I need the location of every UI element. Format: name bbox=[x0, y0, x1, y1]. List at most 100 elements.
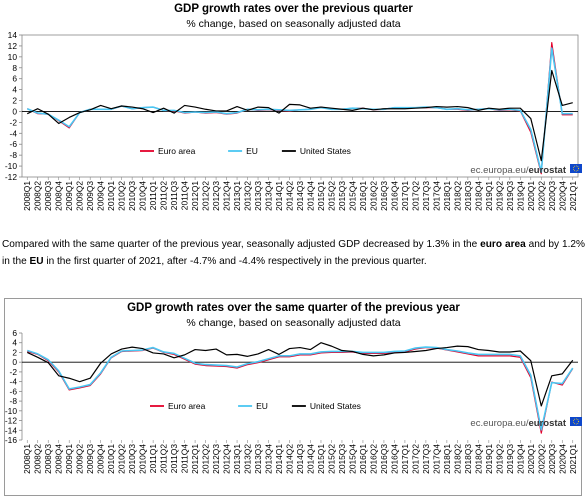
x-tick-label: 2015Q3 bbox=[337, 181, 347, 211]
x-tick-label: 2018Q3 bbox=[463, 181, 473, 211]
x-tick-label: 2009Q1 bbox=[64, 181, 74, 211]
x-tick-label: 2020Q2 bbox=[536, 444, 546, 474]
x-tick-label: 2011Q3 bbox=[169, 444, 179, 474]
x-tick-label: 2013Q4 bbox=[264, 444, 274, 474]
x-tick-label: 2013Q3 bbox=[253, 444, 263, 474]
legend-label: United States bbox=[310, 401, 361, 411]
x-tick-label: 2009Q3 bbox=[85, 444, 95, 474]
x-tick-label: 2008Q3 bbox=[43, 444, 53, 474]
x-tick-label: 2010Q3 bbox=[127, 181, 137, 211]
source-brand: eurostat bbox=[529, 418, 567, 429]
y-tick-label: 2 bbox=[12, 96, 17, 106]
eu-flag-icon bbox=[570, 417, 582, 426]
x-tick-label: 2015Q2 bbox=[326, 444, 336, 474]
x-tick-label: 2011Q1 bbox=[148, 444, 158, 474]
x-tick-label: 2019Q3 bbox=[505, 181, 515, 211]
x-tick-label: 2010Q1 bbox=[106, 444, 116, 474]
x-tick-label: 2016Q4 bbox=[389, 444, 399, 474]
x-tick-label: 2008Q1 bbox=[22, 444, 32, 474]
x-tick-label: 2012Q4 bbox=[222, 181, 232, 211]
x-tick-label: 2013Q3 bbox=[253, 181, 263, 211]
source-prefix: ec.europa.eu/ bbox=[470, 418, 528, 429]
x-tick-label: 2019Q3 bbox=[505, 444, 515, 474]
x-tick-label: 2021Q1 bbox=[568, 444, 578, 474]
source-prefix: ec.europa.eu/ bbox=[470, 165, 528, 176]
x-tick-label: 2016Q3 bbox=[379, 181, 389, 211]
x-tick-label: 2016Q1 bbox=[358, 444, 368, 474]
x-tick-label: 2016Q4 bbox=[389, 181, 399, 211]
x-tick-label: 2008Q4 bbox=[54, 181, 64, 211]
y-tick-label: -16 bbox=[5, 435, 17, 445]
text-segment-bold: euro area bbox=[480, 239, 526, 250]
x-tick-label: 2012Q1 bbox=[190, 181, 200, 211]
x-tick-label: 2009Q3 bbox=[85, 181, 95, 211]
legend-label: Euro area bbox=[168, 401, 206, 411]
x-tick-label: 2010Q4 bbox=[138, 444, 148, 474]
x-tick-label: 2008Q2 bbox=[33, 181, 43, 211]
x-tick-label: 2019Q1 bbox=[484, 181, 494, 211]
x-tick-label: 2015Q4 bbox=[347, 181, 357, 211]
legend-label: United States bbox=[300, 146, 351, 156]
x-tick-label: 2018Q1 bbox=[442, 444, 452, 474]
x-tick-label: 2012Q1 bbox=[190, 444, 200, 474]
x-tick-label: 2011Q3 bbox=[169, 181, 179, 211]
x-tick-label: 2015Q4 bbox=[347, 444, 357, 474]
x-tick-label: 2016Q1 bbox=[358, 181, 368, 211]
eu-flag-icon bbox=[570, 164, 582, 173]
y-tick-label: 6 bbox=[12, 328, 17, 338]
y-tick-label: -6 bbox=[10, 139, 18, 149]
x-tick-label: 2020Q2 bbox=[536, 181, 546, 211]
x-tick-label: 2019Q4 bbox=[515, 444, 525, 474]
y-tick-label: -4 bbox=[10, 128, 18, 138]
x-tick-label: 2014Q1 bbox=[274, 181, 284, 211]
y-tick-label: 0 bbox=[12, 106, 17, 116]
text-segment: in the first quarter of 2021, after -4.7… bbox=[43, 256, 427, 267]
y-tick-label: -6 bbox=[10, 386, 18, 396]
y-tick-label: -4 bbox=[10, 377, 18, 387]
x-tick-label: 2017Q2 bbox=[410, 181, 420, 211]
x-tick-label: 2010Q4 bbox=[138, 181, 148, 211]
x-tick-label: 2008Q3 bbox=[43, 181, 53, 211]
x-tick-label: 2019Q2 bbox=[494, 181, 504, 211]
x-tick-label: 2018Q2 bbox=[452, 181, 462, 211]
x-tick-label: 2010Q2 bbox=[117, 181, 127, 211]
legend-label: EU bbox=[256, 401, 268, 411]
chart-title: GDP growth rates over the same quarter o… bbox=[127, 302, 460, 314]
x-tick-label: 2020Q3 bbox=[547, 181, 557, 211]
series-line-eu bbox=[27, 346, 574, 431]
x-tick-label: 2013Q1 bbox=[232, 444, 242, 474]
x-tick-label: 2013Q1 bbox=[232, 181, 242, 211]
y-tick-label: 14 bbox=[8, 30, 18, 40]
x-tick-label: 2017Q4 bbox=[431, 181, 441, 211]
source-credit: ec.europa.eu/eurostat bbox=[470, 165, 566, 176]
x-tick-label: 2013Q4 bbox=[264, 181, 274, 211]
x-tick-label: 2015Q1 bbox=[316, 444, 326, 474]
x-tick-label: 2011Q2 bbox=[159, 181, 169, 211]
x-tick-label: 2014Q3 bbox=[295, 181, 305, 211]
x-tick-label: 2017Q2 bbox=[410, 444, 420, 474]
x-tick-label: 2015Q2 bbox=[326, 181, 336, 211]
x-tick-label: 2020Q4 bbox=[557, 444, 567, 474]
x-tick-label: 2019Q2 bbox=[494, 444, 504, 474]
text-segment: Compared with the same quarter of the pr… bbox=[2, 239, 481, 250]
chart-frame bbox=[4, 298, 582, 496]
x-tick-label: 2011Q4 bbox=[180, 181, 190, 211]
x-tick-label: 2018Q2 bbox=[452, 444, 462, 474]
eu-flag-stars bbox=[572, 418, 580, 425]
x-tick-label: 2011Q1 bbox=[148, 181, 158, 211]
y-tick-label: 4 bbox=[12, 85, 17, 95]
y-tick-label: -10 bbox=[5, 161, 17, 171]
chart-subtitle: % change, based on seasonally adjusted d… bbox=[186, 18, 401, 30]
x-tick-label: 2012Q2 bbox=[201, 181, 211, 211]
x-tick-label: 2020Q3 bbox=[547, 444, 557, 474]
x-tick-label: 2019Q4 bbox=[515, 181, 525, 211]
x-tick-label: 2020Q1 bbox=[526, 444, 536, 474]
x-tick-label: 2012Q2 bbox=[201, 444, 211, 474]
x-tick-label: 2015Q3 bbox=[337, 444, 347, 474]
series-line-united-states bbox=[26, 342, 574, 407]
y-tick-label: 6 bbox=[12, 74, 17, 84]
x-tick-label: 2020Q4 bbox=[557, 181, 567, 211]
eu-flag-stars bbox=[572, 165, 580, 172]
